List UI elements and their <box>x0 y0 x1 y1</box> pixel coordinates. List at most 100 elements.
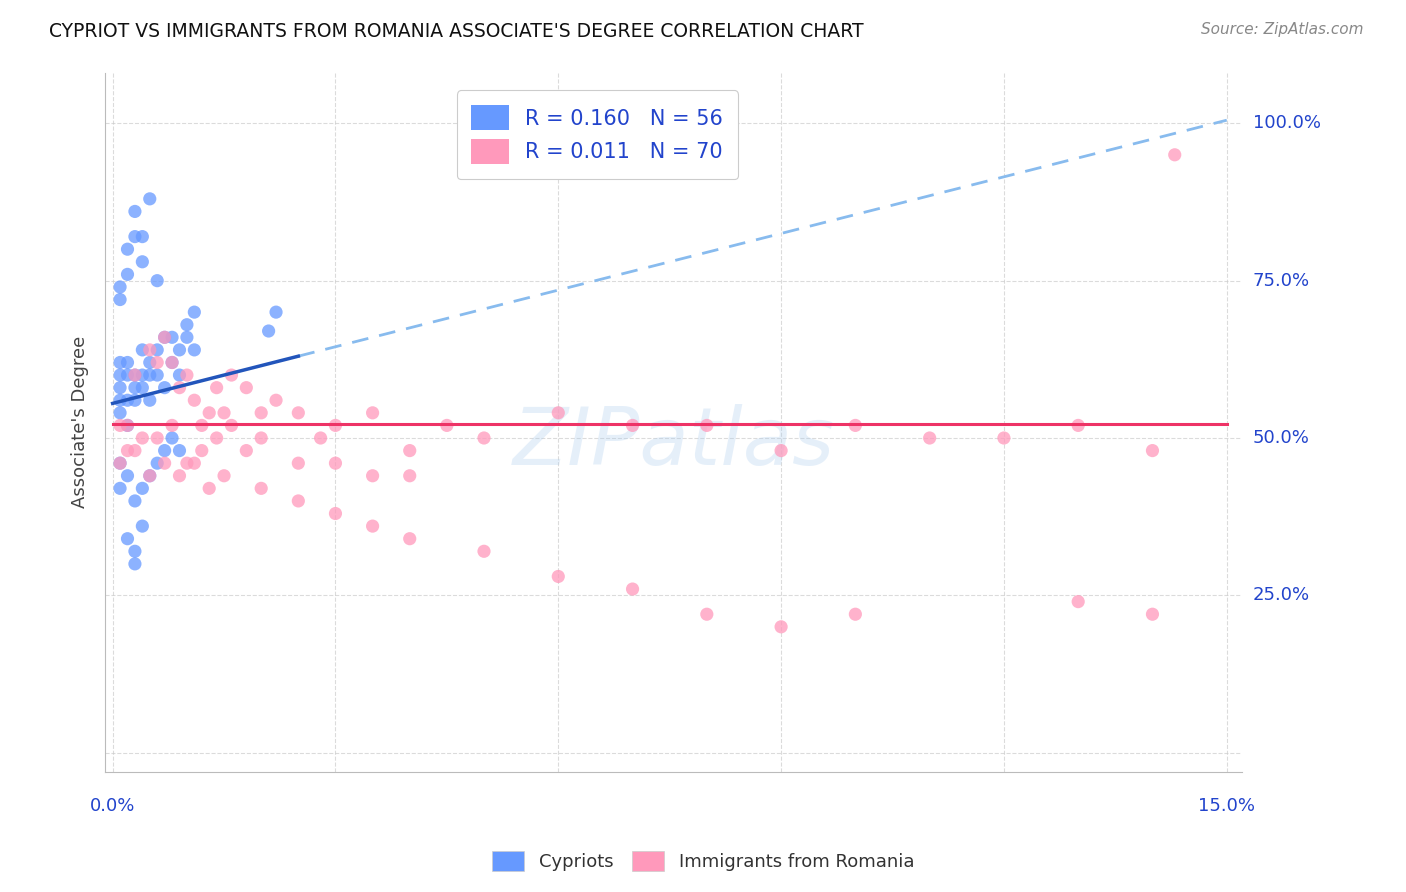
Point <box>361 406 384 420</box>
Point <box>176 330 198 344</box>
Point <box>160 355 183 369</box>
Point <box>153 330 176 344</box>
Point <box>183 305 205 319</box>
Point <box>108 456 131 470</box>
Point <box>117 393 139 408</box>
Point <box>124 494 146 508</box>
Point <box>361 468 384 483</box>
Y-axis label: Associate's Degree: Associate's Degree <box>72 336 89 508</box>
Point <box>844 607 866 622</box>
Point <box>205 381 228 395</box>
Point <box>287 406 309 420</box>
Point <box>547 406 569 420</box>
Point <box>1164 148 1187 162</box>
Point <box>117 418 139 433</box>
Point <box>153 443 176 458</box>
Point <box>153 330 176 344</box>
Point <box>160 330 183 344</box>
Point <box>264 393 287 408</box>
Point <box>287 456 309 470</box>
Point <box>361 519 384 533</box>
Point <box>696 418 718 433</box>
Point <box>436 418 458 433</box>
Point <box>250 481 273 495</box>
Point <box>257 324 280 338</box>
Point <box>212 468 235 483</box>
Point <box>139 468 162 483</box>
Point <box>117 368 139 382</box>
Point <box>169 343 191 357</box>
Point <box>169 468 191 483</box>
Point <box>139 468 162 483</box>
Point <box>1067 418 1090 433</box>
Text: 0.0%: 0.0% <box>90 797 135 814</box>
Text: CYPRIOT VS IMMIGRANTS FROM ROMANIA ASSOCIATE'S DEGREE CORRELATION CHART: CYPRIOT VS IMMIGRANTS FROM ROMANIA ASSOC… <box>49 22 863 41</box>
Point <box>153 456 176 470</box>
Point <box>250 431 273 445</box>
Point <box>124 443 146 458</box>
Point <box>108 481 131 495</box>
Point <box>139 393 162 408</box>
Point <box>1067 594 1090 608</box>
Point <box>131 368 153 382</box>
Point <box>124 557 146 571</box>
Point <box>325 507 347 521</box>
Point <box>124 229 146 244</box>
Point <box>117 532 139 546</box>
Point <box>124 368 146 382</box>
Point <box>183 393 205 408</box>
Point <box>124 204 146 219</box>
Point <box>770 443 793 458</box>
Point <box>176 318 198 332</box>
Point <box>547 569 569 583</box>
Point <box>191 418 214 433</box>
Point <box>108 456 131 470</box>
Point <box>131 519 153 533</box>
Point <box>235 443 257 458</box>
Point <box>139 343 162 357</box>
Point <box>131 229 153 244</box>
Point <box>146 368 169 382</box>
Point <box>160 355 183 369</box>
Point <box>146 274 169 288</box>
Point <box>108 393 131 408</box>
Point <box>160 431 183 445</box>
Point <box>146 456 169 470</box>
Point <box>108 355 131 369</box>
Point <box>1142 443 1164 458</box>
Point <box>146 431 169 445</box>
Text: 75.0%: 75.0% <box>1253 272 1310 290</box>
Point <box>139 368 162 382</box>
Point <box>124 368 146 382</box>
Legend: Cypriots, Immigrants from Romania: Cypriots, Immigrants from Romania <box>485 844 921 879</box>
Point <box>108 368 131 382</box>
Point <box>1142 607 1164 622</box>
Text: 100.0%: 100.0% <box>1253 114 1320 132</box>
Point <box>139 192 162 206</box>
Legend: R = 0.160   N = 56, R = 0.011   N = 70: R = 0.160 N = 56, R = 0.011 N = 70 <box>457 90 738 178</box>
Point <box>176 368 198 382</box>
Point <box>183 456 205 470</box>
Point <box>108 293 131 307</box>
Point <box>117 418 139 433</box>
Point <box>325 456 347 470</box>
Text: 50.0%: 50.0% <box>1253 429 1309 447</box>
Point <box>205 431 228 445</box>
Point <box>993 431 1015 445</box>
Point <box>131 343 153 357</box>
Point <box>108 381 131 395</box>
Point <box>117 443 139 458</box>
Point <box>264 305 287 319</box>
Point <box>169 381 191 395</box>
Point <box>398 443 420 458</box>
Point <box>472 431 495 445</box>
Point <box>131 381 153 395</box>
Point <box>235 381 257 395</box>
Point <box>131 481 153 495</box>
Point <box>287 494 309 508</box>
Point <box>309 431 332 445</box>
Point <box>117 242 139 256</box>
Point <box>191 443 214 458</box>
Point <box>183 343 205 357</box>
Point <box>108 418 131 433</box>
